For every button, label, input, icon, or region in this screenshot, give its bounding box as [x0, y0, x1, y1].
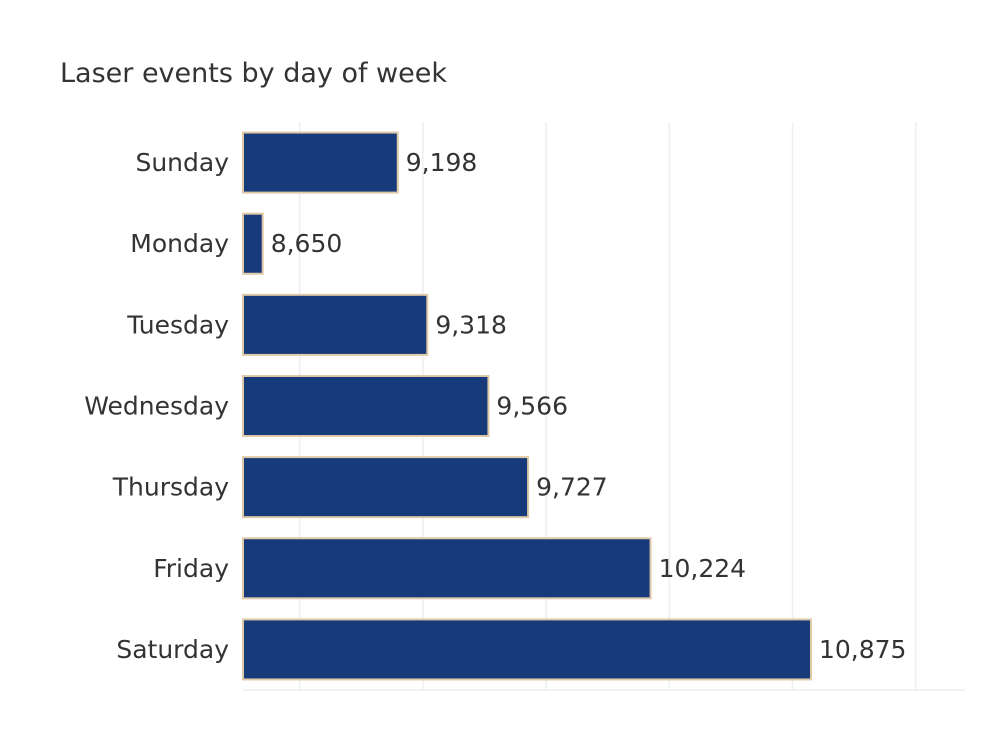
- category-label-thursday: Thursday: [112, 473, 229, 502]
- value-label-sunday: 9,198: [406, 148, 478, 177]
- value-label-thursday: 9,727: [536, 473, 608, 502]
- value-label-tuesday: 9,318: [435, 310, 507, 339]
- bar-wednesday: [242, 374, 490, 438]
- chart-title: Laser events by day of week: [60, 58, 447, 89]
- category-label-tuesday: Tuesday: [126, 310, 229, 339]
- labels: Sunday 9,198 Monday 8,650 Tuesday 9,318 Wednes…: [84, 148, 906, 664]
- bars: [242, 131, 812, 681]
- category-label-monday: Monday: [130, 229, 229, 258]
- category-label-friday: Friday: [153, 554, 229, 583]
- value-label-wednesday: 9,566: [496, 392, 568, 421]
- category-label-sunday: Sunday: [135, 148, 229, 177]
- bar-saturday: [242, 618, 812, 681]
- category-label-saturday: Saturday: [116, 635, 229, 664]
- bar-friday: [242, 537, 652, 600]
- bar-thursday: [242, 456, 530, 519]
- bar-tuesday: [242, 293, 429, 356]
- bar-monday: [242, 212, 264, 275]
- value-label-monday: 8,650: [271, 229, 343, 258]
- value-label-friday: 10,224: [659, 554, 746, 583]
- category-label-wednesday: Wednesday: [84, 392, 229, 421]
- bar-sunday: [242, 131, 399, 194]
- value-label-saturday: 10,875: [819, 635, 906, 664]
